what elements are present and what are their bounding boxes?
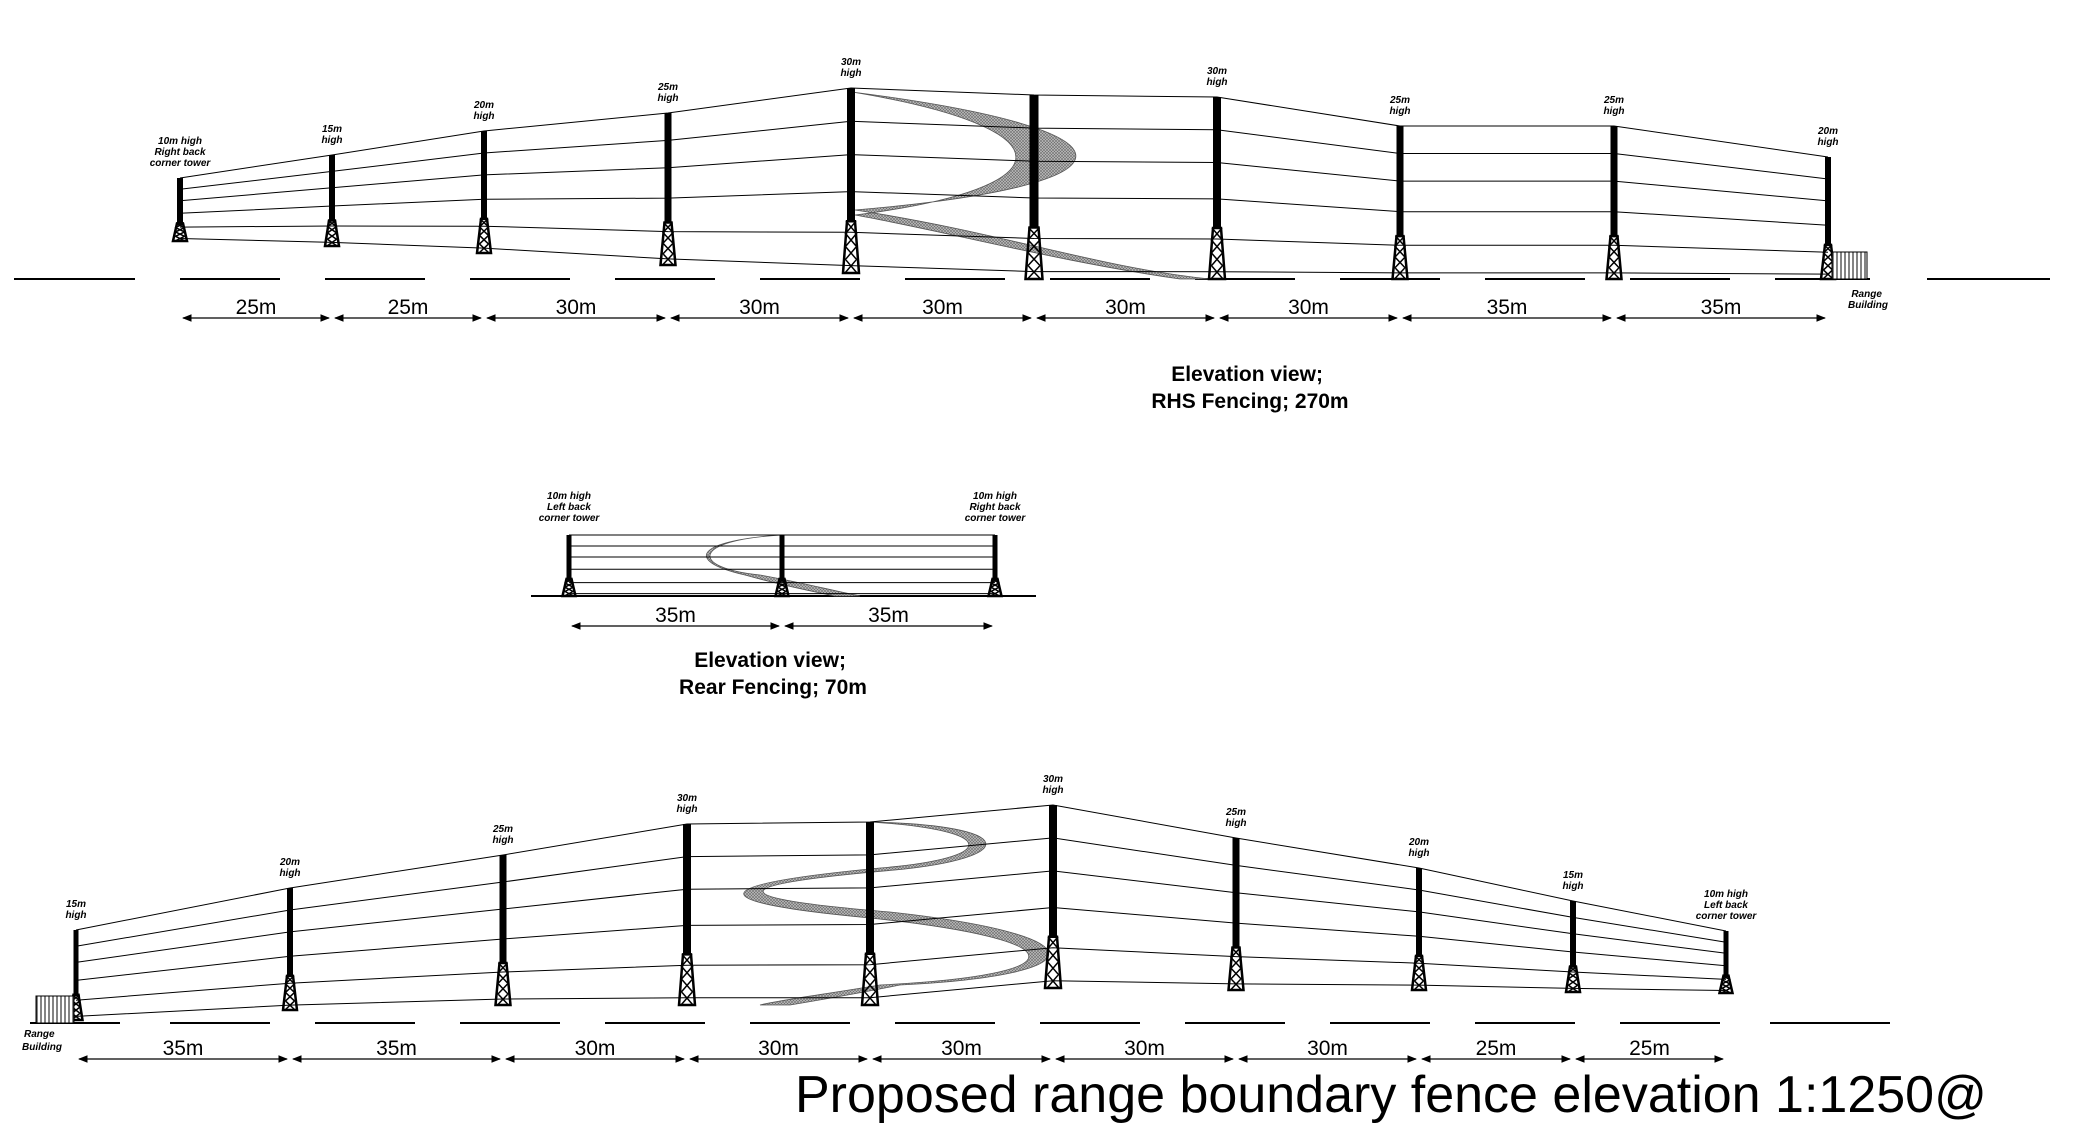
lhs-wire-4 (75, 947, 1727, 1001)
rear-tower-2 (986, 535, 1004, 598)
rear-span-label-1: 35m (868, 604, 909, 627)
lhs-wire-2 (75, 870, 1727, 963)
lhs-tower-label-3: 30m high (676, 793, 697, 815)
lhs-dimensions: 35m 35m 30m 30m 30m 30m 30m 25m 25m (78, 1037, 1724, 1063)
lhs-tower-label-6: 25m high (1225, 807, 1247, 829)
lhs-span-label-5: 30m (1124, 1037, 1165, 1060)
lhs-range-building (35, 995, 75, 1024)
rear-tower-0 (560, 535, 578, 598)
rhs-tower-label-8: 25m high (1603, 95, 1625, 117)
rhs-span-label-4: 30m (922, 296, 963, 319)
lhs-tower-label-8: 15m high (1562, 870, 1583, 892)
rhs-span-label-5: 30m (1105, 296, 1146, 319)
lhs-range-building-label: Range Building (22, 1029, 62, 1053)
lhs-netting-mesh (743, 821, 1050, 1006)
lhs-tower-label-9: 10m high Left back corner tower (1696, 889, 1758, 922)
rhs-tower-8 (1605, 126, 1623, 281)
rhs-tower-label-2: 20m high (473, 100, 495, 122)
lhs-towers (68, 805, 1735, 1022)
drawing-title: Proposed range boundary fence elevation … (795, 1066, 1987, 1124)
rear-tower-labels: 10m high Left back corner tower 10m high Rig… (539, 491, 1027, 524)
rear-dimensions: 35m 35m (571, 604, 993, 630)
lhs-tower-label-7: 20m high (1408, 837, 1430, 859)
rhs-wire-3 (179, 191, 1829, 226)
lhs-span-label-1: 35m (376, 1037, 417, 1060)
lhs-span-label-4: 30m (941, 1037, 982, 1060)
rhs-tower-7 (1391, 126, 1409, 281)
rhs-wire-5 (179, 238, 1829, 275)
rhs-dimensions: 25m 25m 30m 30m 30m 30m 30m 35m 35m (182, 296, 1826, 322)
lhs-span-label-3: 30m (758, 1037, 799, 1060)
rhs-span-label-7: 35m (1487, 296, 1528, 319)
rhs-span-label-1: 25m (388, 296, 429, 319)
rhs-towers (171, 88, 1837, 281)
lhs-tower-5 (1043, 805, 1063, 990)
lhs-tower-3 (677, 824, 697, 1007)
lhs-tower-4 (860, 822, 880, 1007)
rear-span-label-0: 35m (655, 604, 696, 627)
lhs-tower-9 (1717, 931, 1735, 995)
lhs-wire-3 (75, 906, 1727, 981)
rhs-tower-4 (841, 88, 861, 275)
rhs-tower-label-7: 25m high (1389, 95, 1411, 117)
rhs-span-label-8: 35m (1701, 296, 1742, 319)
rhs-tower-0 (171, 178, 189, 243)
lhs-span-label-2: 30m (575, 1037, 616, 1060)
rear-caption: Elevation view; Rear Fencing; 70m (679, 649, 867, 699)
rear-tower-label-2: 10m high Right back corner tower (965, 491, 1027, 524)
rhs-elevation: 10m high Right back corner tower 15m high 20m… (14, 57, 2050, 413)
rhs-tower-labels: 10m high Right back corner tower 15m high 20m… (150, 57, 1839, 169)
lhs-tower-label-1: 20m high (279, 857, 301, 879)
rhs-tower-1 (323, 155, 341, 248)
rhs-span-label-0: 25m (236, 296, 277, 319)
lhs-tower-1 (281, 888, 299, 1012)
lhs-wire-1 (75, 837, 1727, 947)
lhs-span-label-8: 25m (1629, 1037, 1670, 1060)
rhs-tower-label-0: 10m high Right back corner tower (150, 136, 212, 169)
lhs-tower-8 (1564, 901, 1582, 994)
lhs-tower-6 (1227, 838, 1245, 992)
rhs-tower-2 (475, 131, 493, 255)
rhs-tower-5 (1024, 95, 1044, 281)
lhs-span-label-6: 30m (1307, 1037, 1348, 1060)
lhs-tower-label-5: 30m high (1042, 774, 1063, 796)
rhs-tower-3 (659, 113, 677, 267)
rhs-tower-6 (1207, 97, 1227, 281)
rhs-wires (179, 87, 1829, 275)
rear-tower-1 (773, 535, 791, 598)
rhs-tower-label-6: 30m high (1206, 66, 1227, 88)
rhs-tower-label-3: 25m high (657, 82, 679, 104)
rhs-range-building (1831, 251, 1868, 280)
rhs-caption: Elevation view; RHS Fencing; 270m (1151, 363, 1348, 413)
lhs-span-label-7: 25m (1476, 1037, 1517, 1060)
rear-tower-label-0: 10m high Left back corner tower (539, 491, 601, 524)
rhs-tower-label-4: 30m high (840, 57, 861, 79)
rhs-wire-1 (179, 120, 1829, 190)
rear-elevation: 10m high Left back corner tower 10m high Rig… (531, 491, 1036, 699)
lhs-wire-0 (75, 804, 1727, 932)
lhs-tower-7 (1410, 868, 1428, 992)
lhs-wire-5 (75, 980, 1727, 1017)
rhs-span-label-3: 30m (739, 296, 780, 319)
lhs-span-label-0: 35m (163, 1037, 204, 1060)
rhs-span-label-2: 30m (556, 296, 597, 319)
lhs-tower-2 (494, 855, 512, 1007)
rhs-tower-label-9: 20m high (1817, 126, 1839, 148)
lhs-elevation: 15m high 20m high 25m high 30m high 30m high 25m hi… (22, 774, 1890, 1063)
lhs-tower-labels: 15m high 20m high 25m high 30m high 30m high 25m hi… (65, 774, 1757, 922)
rhs-netting-mesh (851, 91, 1211, 280)
rhs-wire-0 (179, 87, 1829, 179)
rhs-wire-2 (179, 154, 1829, 202)
rhs-span-label-6: 30m (1288, 296, 1329, 319)
lhs-tower-label-0: 15m high (65, 899, 86, 921)
rhs-tower-label-1: 15m high (321, 124, 342, 146)
rear-towers (560, 535, 1004, 598)
rhs-wire-4 (179, 225, 1829, 253)
rhs-range-building-label: Range Building (1848, 289, 1888, 311)
lhs-tower-label-2: 25m high (492, 824, 514, 846)
lhs-wires (75, 804, 1727, 1017)
